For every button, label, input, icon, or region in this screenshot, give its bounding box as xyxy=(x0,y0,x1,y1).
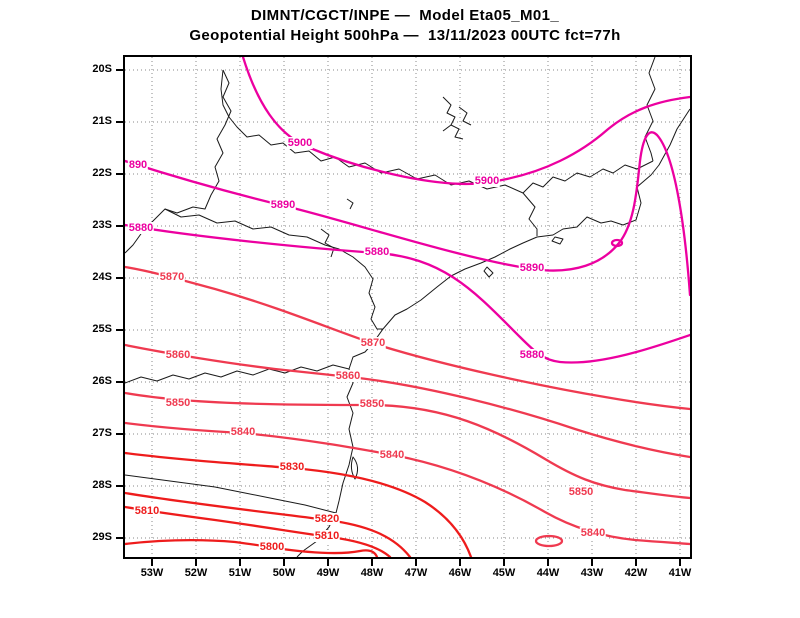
x-tick-label: 47W xyxy=(404,567,428,579)
contour-label-5870: 5870 xyxy=(359,337,387,349)
x-tick-label: 46W xyxy=(448,567,472,579)
island-florianopolis xyxy=(350,456,359,480)
x-tick-label: 50W xyxy=(272,567,296,579)
border-rj-mg xyxy=(522,160,654,236)
y-tick-mark xyxy=(116,69,123,71)
x-tick-mark xyxy=(327,559,329,566)
contour-label-5890: 890 xyxy=(127,159,149,171)
y-tick-label: 23S xyxy=(92,219,112,231)
contour-label-5890: 5890 xyxy=(269,199,297,211)
y-tick-label: 27S xyxy=(92,427,112,439)
x-tick-label: 44W xyxy=(536,567,560,579)
contour-label-5880: 5880 xyxy=(363,246,391,258)
contour-label-5850: 5850 xyxy=(164,397,192,409)
x-tick-label: 51W xyxy=(228,567,252,579)
x-tick-mark xyxy=(151,559,153,566)
contour-label-5850: 5850 xyxy=(358,398,386,410)
contour-label-5870: 5870 xyxy=(158,271,186,283)
x-tick-mark xyxy=(679,559,681,566)
contour-line-5820 xyxy=(125,491,412,557)
border-pr-sc xyxy=(125,364,350,384)
x-tick-mark xyxy=(239,559,241,566)
river-tiete xyxy=(320,198,354,258)
x-tick-mark xyxy=(195,559,197,566)
y-tick-label: 26S xyxy=(92,375,112,387)
coastline xyxy=(296,108,690,557)
x-tick-label: 45W xyxy=(492,567,516,579)
island-ilhabela xyxy=(483,266,494,278)
contour-label-5840: 5840 xyxy=(579,527,607,539)
contour-closed-5840 xyxy=(534,534,564,548)
chart-title-line2: Geopotential Height 500hPa — 13/11/2023 … xyxy=(189,27,621,44)
contour-line-5850 xyxy=(125,391,690,500)
y-tick-label: 20S xyxy=(92,63,112,75)
x-tick-mark xyxy=(591,559,593,566)
contour-label-5810: 5810 xyxy=(133,505,161,517)
border-sc-rs xyxy=(125,474,337,514)
y-tick-mark xyxy=(116,225,123,227)
contour-line-5830 xyxy=(125,451,473,557)
x-tick-label: 42W xyxy=(624,567,648,579)
y-tick-mark xyxy=(116,277,123,279)
contour-label-5810: 5810 xyxy=(313,530,341,542)
border-mg-es xyxy=(644,57,656,162)
y-tick-label: 28S xyxy=(92,479,112,491)
x-tick-mark xyxy=(459,559,461,566)
x-tick-label: 48W xyxy=(360,567,384,579)
y-tick-label: 21S xyxy=(92,115,112,127)
contour-label-5900: 5900 xyxy=(473,175,501,187)
x-tick-label: 41W xyxy=(668,567,692,579)
y-tick-label: 29S xyxy=(92,531,112,543)
contour-closed-5890 xyxy=(610,238,624,248)
contour-label-5830: 5830 xyxy=(278,461,306,473)
x-tick-label: 53W xyxy=(140,567,164,579)
y-tick-mark xyxy=(116,173,123,175)
contour-label-5800: 5800 xyxy=(258,541,286,553)
y-tick-label: 22S xyxy=(92,167,112,179)
x-tick-mark xyxy=(415,559,417,566)
contour-labels-layer: 5900 5900 890 5890 5890 5880 5880 5880 5870 5870 5… xyxy=(125,57,690,557)
x-tick-label: 49W xyxy=(316,567,340,579)
contour-line-5880 xyxy=(125,223,690,364)
contour-label-5880: 5880 xyxy=(518,349,546,361)
x-tick-label: 43W xyxy=(580,567,604,579)
contour-label-5860: 5860 xyxy=(164,349,192,361)
y-tick-mark xyxy=(116,485,123,487)
y-tick-mark xyxy=(116,537,123,539)
x-tick-mark xyxy=(371,559,373,566)
contour-label-5880: 5880 xyxy=(127,222,155,234)
plot-area: 5900 5900 890 5890 5890 5880 5880 5880 5870 5870 5… xyxy=(125,57,690,557)
contour-label-5840: 5840 xyxy=(229,426,257,438)
chart-title-line1: DIMNT/CGCT/INPE — Model Eta05_M01_ xyxy=(250,7,560,24)
y-tick-label: 25S xyxy=(92,323,112,335)
geography-outlines xyxy=(125,57,690,557)
x-tick-mark xyxy=(547,559,549,566)
contour-line-5860 xyxy=(125,343,690,459)
y-tick-label: 24S xyxy=(92,271,112,283)
y-tick-mark xyxy=(116,433,123,435)
map-canvas xyxy=(125,57,690,557)
x-tick-label: 52W xyxy=(184,567,208,579)
contour-label-5890: 5890 xyxy=(518,262,546,274)
border-sp-pr xyxy=(164,208,383,330)
x-tick-mark xyxy=(503,559,505,566)
reservoir-furnas xyxy=(442,96,472,140)
contour-label-5850: 5850 xyxy=(567,486,595,498)
contour-label-5840: 5840 xyxy=(378,449,406,461)
y-tick-mark xyxy=(116,381,123,383)
contour-line-5810 xyxy=(125,505,392,557)
contour-label-5900: 5900 xyxy=(286,137,314,149)
island-ilha-grande xyxy=(551,236,564,245)
y-tick-mark xyxy=(116,329,123,331)
x-tick-mark xyxy=(283,559,285,566)
x-tick-mark xyxy=(635,559,637,566)
y-tick-mark xyxy=(116,121,123,123)
contour-label-5860: 5860 xyxy=(334,370,362,382)
contour-label-5820: 5820 xyxy=(313,513,341,525)
